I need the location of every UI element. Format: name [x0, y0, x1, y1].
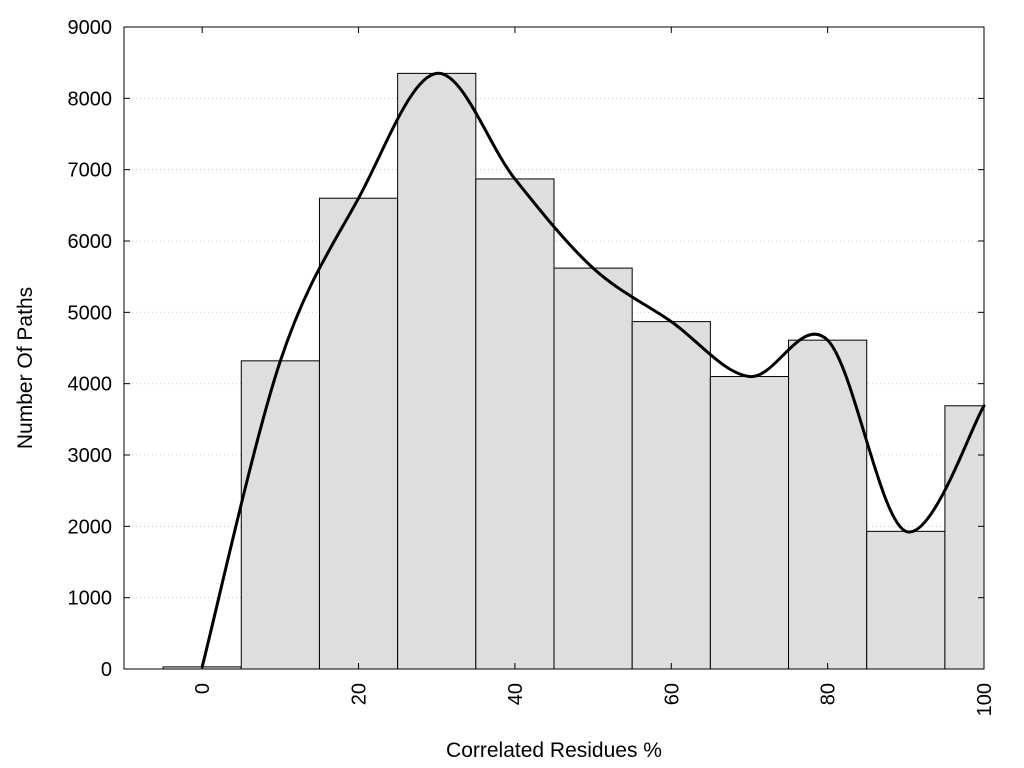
density-curve — [200, 71, 986, 669]
plot-frame — [123, 26, 985, 670]
y-tick-label: 2000 — [68, 516, 113, 538]
x-axis-title: Correlated Residues % — [446, 739, 662, 762]
x-tick-label: 0 — [192, 683, 214, 694]
y-tick-label: 6000 — [68, 231, 113, 253]
histogram-bar — [866, 530, 946, 670]
y-tick-label: 4000 — [68, 374, 113, 396]
histogram-bar — [240, 360, 320, 670]
histogram-bar — [475, 178, 555, 670]
y-tick-label: 0 — [101, 659, 112, 681]
histogram-bar — [318, 197, 399, 670]
histogram-bars — [162, 72, 985, 670]
y-tick-label: 3000 — [68, 445, 113, 467]
histogram-bar — [631, 321, 711, 670]
x-tick-label: 80 — [818, 683, 840, 705]
y-axis-ticks: 0 1000 2000 3000 4000 5000 6000 7000 8000 9000 — [68, 17, 984, 681]
y-tick-label: 5000 — [68, 302, 113, 324]
y-axis-title: Number Of Paths — [14, 287, 37, 449]
x-tick-label: 40 — [505, 683, 527, 705]
histogram-bar — [788, 339, 868, 670]
x-axis-ticks: 0 20 40 60 80 100 — [192, 27, 996, 716]
histogram-bar — [397, 72, 477, 670]
x-tick-label: 100 — [974, 683, 996, 716]
histogram-bar — [709, 376, 790, 670]
y-tick-label: 7000 — [68, 160, 113, 182]
x-tick-label: 20 — [349, 683, 371, 705]
x-tick-label: 60 — [661, 683, 683, 705]
histogram-bar — [553, 267, 633, 670]
y-tick-label: 8000 — [68, 88, 113, 110]
y-tick-label: 1000 — [68, 588, 113, 610]
y-tick-label: 9000 — [68, 17, 113, 39]
